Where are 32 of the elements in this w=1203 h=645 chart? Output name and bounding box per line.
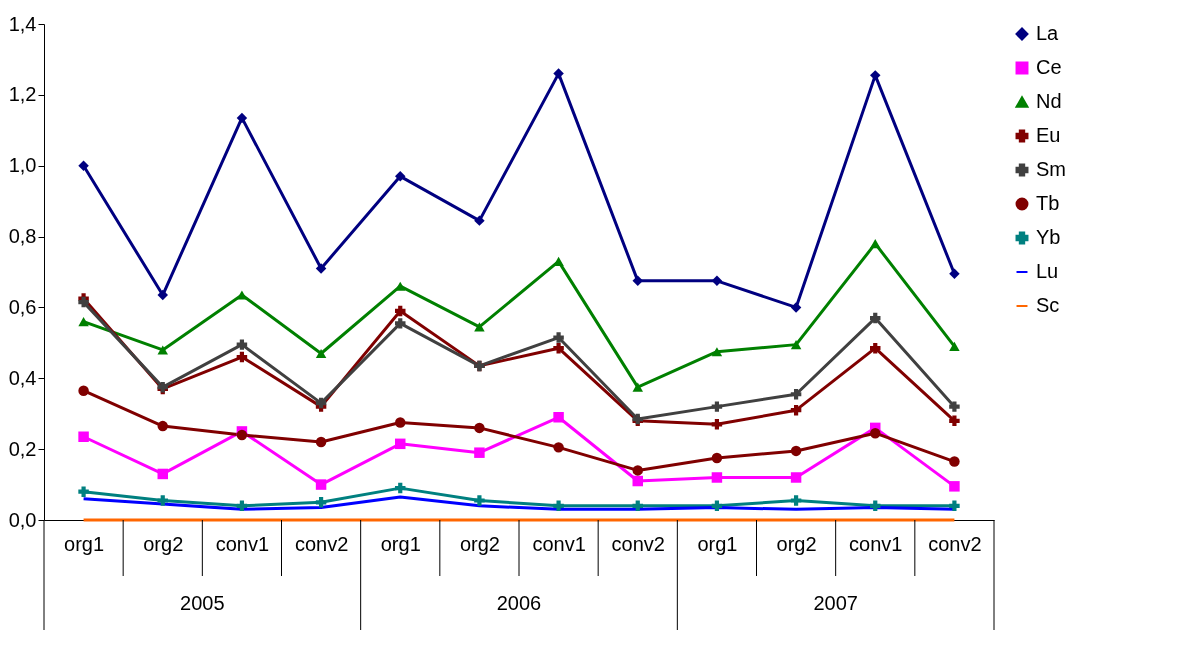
legend-label: Tb [1036, 192, 1060, 214]
y-tick-label: 0,6 [8, 295, 37, 318]
x-tick-label: conv1 [532, 532, 586, 555]
x-tick-label: org2 [143, 532, 184, 555]
legend-label: Nd [1036, 90, 1062, 112]
y-tick-label: 0,8 [8, 225, 37, 248]
text: 2005 [180, 592, 225, 614]
legend-label: Ce [1036, 56, 1062, 78]
legend-label: Eu [1036, 124, 1061, 146]
legend-label: Yb [1036, 226, 1061, 248]
y-tick-label: 1,2 [8, 83, 37, 106]
x-tick-label: conv2 [294, 532, 349, 555]
x-tick-label: org1 [64, 532, 105, 555]
y-tick-label: 1,4 [8, 12, 37, 35]
legend-label: La [1036, 22, 1060, 44]
x-tick-label: org1 [380, 532, 421, 555]
x-tick-label: org1 [697, 532, 738, 555]
legend-label: Sc [1036, 294, 1060, 316]
x-tick-label: conv2 [928, 532, 982, 555]
y-tick-label: 0,0 [8, 508, 37, 531]
legend-label: Lu [1036, 260, 1059, 282]
x-tick-label: conv1 [215, 532, 270, 555]
text: 2007 [813, 592, 858, 614]
y-tick-label: 0,4 [8, 366, 37, 389]
x-tick-label: conv2 [611, 532, 665, 555]
x-tick-label: org2 [776, 532, 817, 555]
y-tick-label: 0,2 [8, 437, 37, 460]
legend-label: Sm [1036, 158, 1066, 180]
y-tick-label: 1,0 [8, 154, 37, 177]
x-tick-label: org2 [459, 532, 500, 555]
text: 2006 [496, 592, 542, 614]
x-tick-label: conv1 [849, 532, 903, 555]
